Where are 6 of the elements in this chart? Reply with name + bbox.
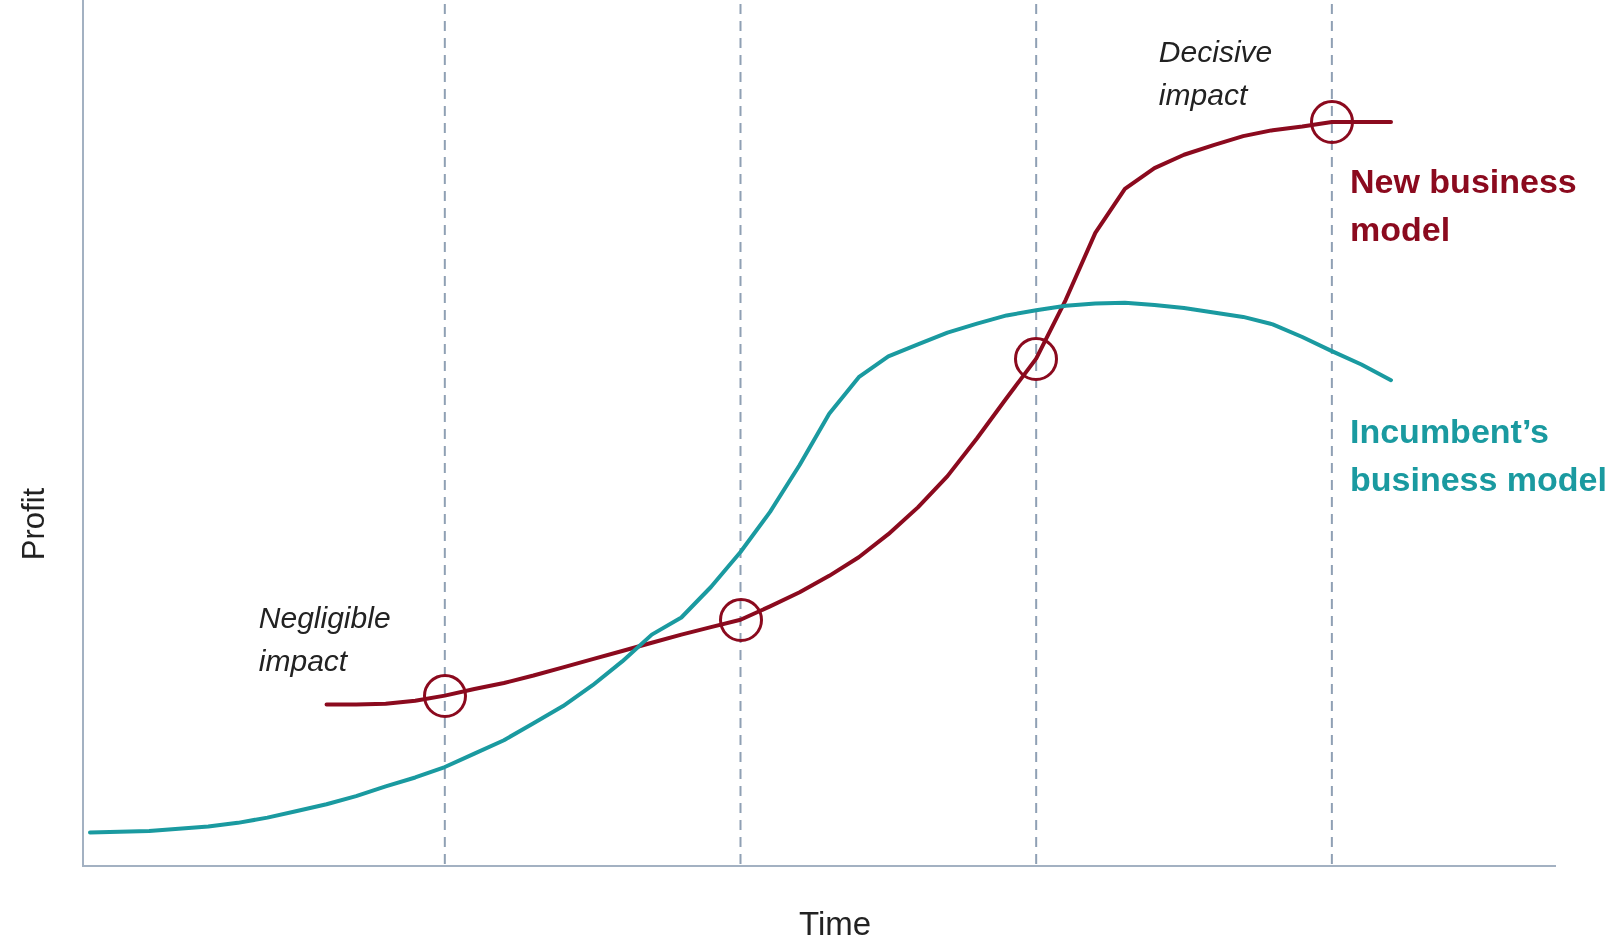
text: Decisive impact [1158,35,1273,111]
annotation: Negligible impact [258,600,391,677]
series-label: New business model [1350,162,1577,248]
x-axis-title: Time [798,905,872,942]
y-axis-title: Profit [16,487,51,561]
series-label: Incumbent’s business model [1350,412,1607,499]
